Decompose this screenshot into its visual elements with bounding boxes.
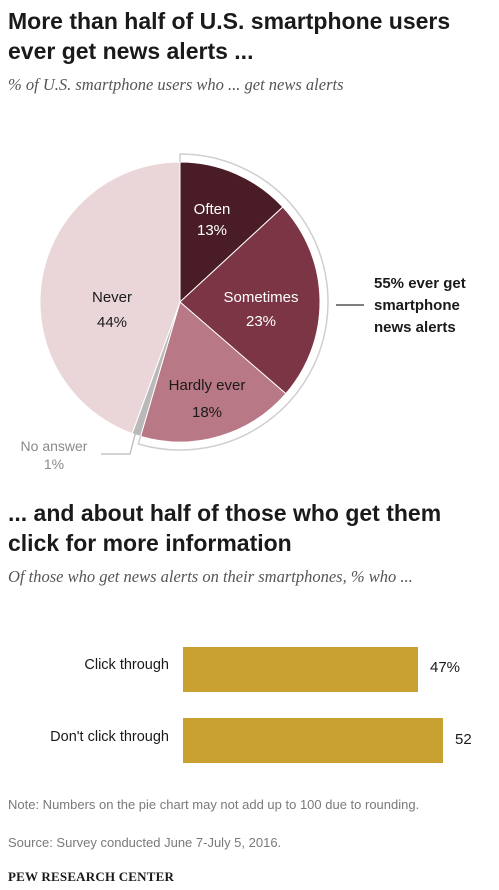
slice-label-hardly-ever: Hardly ever xyxy=(169,377,246,394)
chart-subtitle: % of U.S. smartphone users who ... get n… xyxy=(8,75,344,94)
bar-value-click-through: 47% xyxy=(430,659,461,676)
bar-dont-click-through xyxy=(183,718,443,763)
slice-value-sometimes: 23% xyxy=(246,313,276,330)
slice-label-no-answer: No answer xyxy=(21,438,88,454)
slice-label-never: Never xyxy=(92,289,132,306)
callout-line-3: news alerts xyxy=(374,319,456,336)
source-note: Source: Survey conducted June 7-July 5, … xyxy=(8,835,282,850)
no-answer-leader-line xyxy=(101,430,137,455)
section2-subtitle: Of those who get news alerts on their sm… xyxy=(8,567,413,586)
pie-chart: Often 13% Sometimes 23% Hardly ever 18% … xyxy=(21,153,466,472)
slice-value-hardly-ever: 18% xyxy=(192,404,222,421)
pie-slice-often xyxy=(179,161,284,304)
bar-label-dont-click-through: Don't click through xyxy=(50,729,169,745)
slice-value-no-answer: 1% xyxy=(44,456,64,472)
bar-click-through xyxy=(183,647,418,692)
ever-get-bracket xyxy=(137,153,329,451)
pie-slices xyxy=(39,161,321,443)
slice-label-sometimes: Sometimes xyxy=(223,289,298,306)
chart-title: More than half of U.S. smartphone users … xyxy=(8,8,451,64)
bar-value-dont-click-through: 52 xyxy=(455,731,472,748)
footnote: Note: Numbers on the pie chart may not a… xyxy=(8,797,420,812)
slice-value-never: 44% xyxy=(97,314,127,331)
pie-slice-hardly-ever xyxy=(139,301,287,443)
pie-slice-sometimes xyxy=(179,206,321,395)
pie-slice-never xyxy=(39,161,181,435)
callout-line-2: smartphone xyxy=(374,297,460,314)
slice-label-often: Often xyxy=(194,201,231,218)
callout-line-1: 55% ever get xyxy=(374,275,466,292)
section2-title: ... and about half of those who get them… xyxy=(8,500,442,556)
slice-value-often: 13% xyxy=(197,222,227,239)
bar-label-click-through: Click through xyxy=(84,657,169,673)
brand-logo-text: PEW RESEARCH CENTER xyxy=(8,869,175,884)
